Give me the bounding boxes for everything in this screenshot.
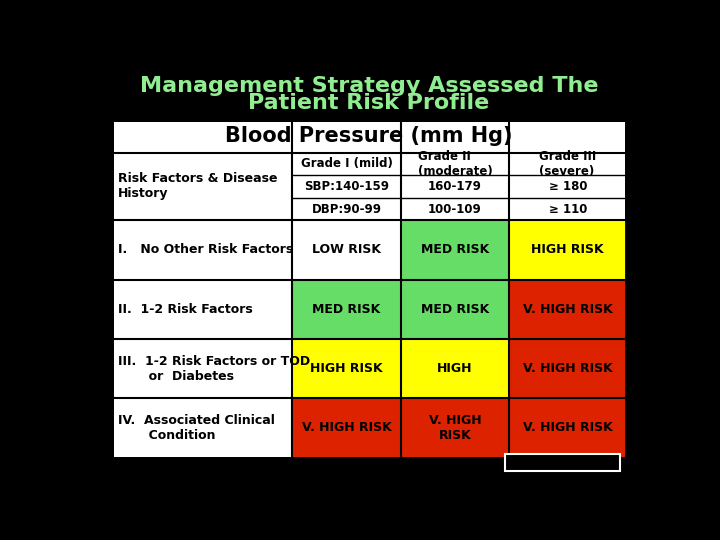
Text: 100-109: 100-109 xyxy=(428,202,482,215)
Bar xyxy=(510,221,626,279)
Text: V. HIGH RISK: V. HIGH RISK xyxy=(523,421,613,434)
Bar xyxy=(402,221,508,279)
Text: Grade II
(moderate): Grade II (moderate) xyxy=(418,150,492,178)
Bar xyxy=(402,399,508,457)
Text: ≥ 110: ≥ 110 xyxy=(549,202,587,215)
Text: Grade III
(severe): Grade III (severe) xyxy=(539,150,596,178)
Text: II.  1-2 Risk Factors: II. 1-2 Risk Factors xyxy=(118,303,253,316)
Text: V. HIGH RISK: V. HIGH RISK xyxy=(302,421,392,434)
Text: WHO – ISH, 1999: WHO – ISH, 1999 xyxy=(510,456,616,469)
Text: MED RISK: MED RISK xyxy=(421,244,489,256)
Bar xyxy=(293,221,400,279)
Text: III.  1-2 Risk Factors or TOD
       or  Diabetes: III. 1-2 Risk Factors or TOD or Diabetes xyxy=(118,355,310,382)
Bar xyxy=(112,120,626,457)
Text: ≥ 180: ≥ 180 xyxy=(549,180,587,193)
Bar xyxy=(112,120,626,457)
Text: Management Strategy Assessed The: Management Strategy Assessed The xyxy=(140,76,598,96)
Bar xyxy=(510,280,626,338)
Text: MED RISK: MED RISK xyxy=(312,303,381,316)
Bar xyxy=(510,340,626,397)
Text: HIGH RISK: HIGH RISK xyxy=(531,244,604,256)
Text: Blood Pressure (mm Hg): Blood Pressure (mm Hg) xyxy=(225,126,513,146)
Text: I.   No Other Risk Factors: I. No Other Risk Factors xyxy=(118,244,293,256)
Bar xyxy=(402,280,508,338)
Text: HIGH: HIGH xyxy=(437,362,473,375)
Bar xyxy=(293,399,400,457)
Bar xyxy=(510,399,626,457)
Text: V. HIGH RISK: V. HIGH RISK xyxy=(523,303,613,316)
Bar xyxy=(293,340,400,397)
Text: IV.  Associated Clinical
       Condition: IV. Associated Clinical Condition xyxy=(118,414,275,442)
Text: 160-179: 160-179 xyxy=(428,180,482,193)
Text: HIGH RISK: HIGH RISK xyxy=(310,362,383,375)
Text: V. HIGH
RISK: V. HIGH RISK xyxy=(428,414,482,442)
Text: Patient Risk Profile: Patient Risk Profile xyxy=(248,93,490,113)
Bar xyxy=(402,340,508,397)
Text: Grade I (mild): Grade I (mild) xyxy=(300,157,392,171)
Text: DBP:90-99: DBP:90-99 xyxy=(312,202,382,215)
Bar xyxy=(505,455,620,471)
Text: V. HIGH RISK: V. HIGH RISK xyxy=(523,362,613,375)
Text: LOW RISK: LOW RISK xyxy=(312,244,381,256)
Bar xyxy=(293,280,400,338)
Text: Risk Factors & Disease
History: Risk Factors & Disease History xyxy=(118,172,277,200)
Text: SBP:140-159: SBP:140-159 xyxy=(304,180,389,193)
Text: MED RISK: MED RISK xyxy=(421,303,489,316)
